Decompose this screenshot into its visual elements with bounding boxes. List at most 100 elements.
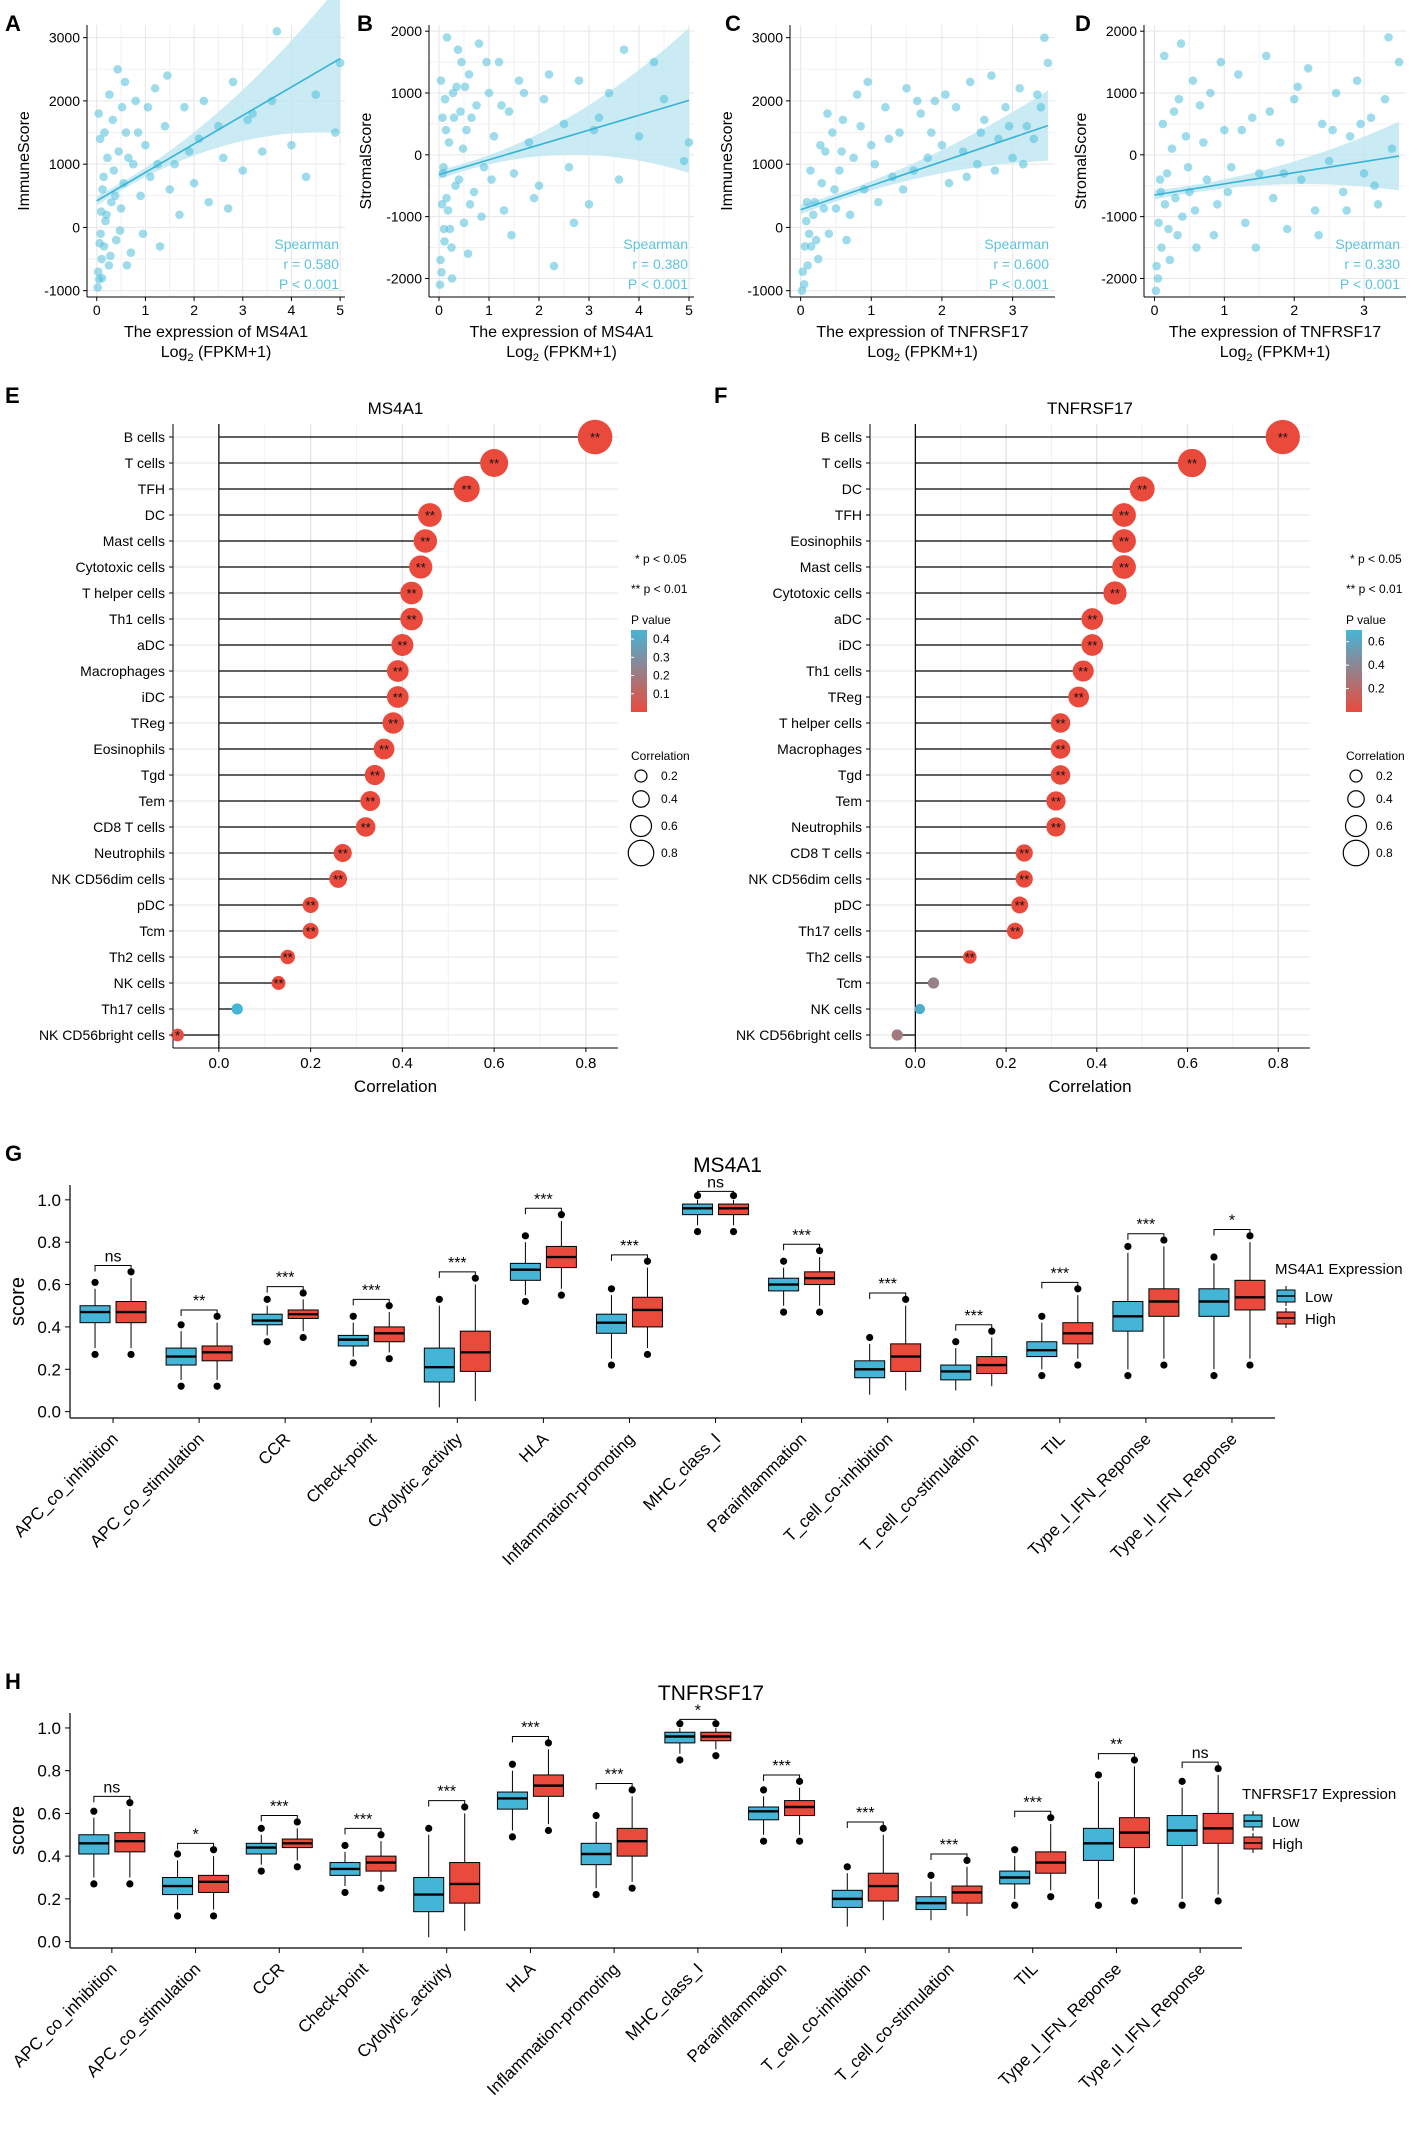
lollipop-dot <box>914 1003 926 1015</box>
panel-title: TNFRSF17 <box>1047 399 1133 418</box>
outlier-point <box>1011 1901 1019 1909</box>
significance-bracket <box>1213 1228 1251 1236</box>
significance-label: *** <box>270 1799 289 1816</box>
y-tick-label: 0.4 <box>37 1847 61 1866</box>
scatter-point <box>803 261 812 270</box>
category-label: NK CD56bright cells <box>736 1027 862 1043</box>
category-label: Th17 cells <box>798 923 862 939</box>
significance-star: ** <box>370 768 380 783</box>
significance-label: *** <box>448 1255 467 1272</box>
scatter-point <box>1199 138 1208 147</box>
scatter-point <box>194 134 204 144</box>
scatter-point <box>301 172 311 182</box>
scatter-point <box>1223 187 1233 197</box>
lollipop-dot <box>891 1029 903 1041</box>
outlier-point <box>592 1811 600 1820</box>
x-tick-label: 0.8 <box>1268 1055 1289 1072</box>
scatter-point <box>99 172 108 182</box>
category-label: T helper cells <box>779 715 862 731</box>
significance-star: ** <box>1055 742 1065 757</box>
scatter-point <box>444 138 454 147</box>
scatter-point <box>1394 57 1404 67</box>
significance-bracket <box>697 1190 735 1198</box>
outlier-point <box>471 1274 479 1282</box>
category-label: Cytotoxic cells <box>773 585 862 601</box>
scatter-point <box>93 267 103 276</box>
outlier-point <box>628 1884 636 1892</box>
scatter-point <box>482 57 491 67</box>
scatter-point <box>1247 113 1257 123</box>
scatter-point <box>1237 125 1247 135</box>
scatter-point <box>614 175 624 184</box>
lollipop-dot <box>1112 529 1136 553</box>
category-label: CD8 T cells <box>93 819 165 835</box>
scatter-point <box>133 128 143 137</box>
outlier-point <box>425 1824 433 1832</box>
scatter-point <box>519 88 529 98</box>
y-axis-label: score <box>7 1806 29 1855</box>
x-axis-label: Correlation <box>1048 1077 1131 1096</box>
scatter-point <box>1176 39 1186 48</box>
outlier-point <box>963 1856 971 1865</box>
category-label: CD8 T cells <box>790 845 862 861</box>
x-tick-label: 0.0 <box>208 1055 229 1072</box>
outlier-point <box>1047 1893 1055 1901</box>
x-tick-label: 2 <box>190 302 198 318</box>
significance-bracket <box>344 1827 382 1835</box>
scatter-point <box>831 204 841 213</box>
significance-label: * <box>192 1826 198 1843</box>
scatter-point <box>1216 57 1226 67</box>
outlier-point <box>173 1850 182 1858</box>
colorbar-tick-label: 0.6 <box>1368 635 1385 649</box>
category-label: B cells <box>821 429 862 445</box>
significance-star: ** <box>1055 716 1065 731</box>
y-tick-label: -1000 <box>1101 209 1137 225</box>
y-tick-label: 0 <box>414 147 422 163</box>
annotation-r: r = 0.330 <box>1344 256 1400 272</box>
scatter-point <box>866 140 876 150</box>
scatter-point <box>439 224 449 234</box>
scatter-point <box>1154 218 1163 228</box>
scatter-point <box>564 162 574 172</box>
category-label: Mast cells <box>103 533 165 549</box>
scatter-point <box>124 153 133 163</box>
scatter-point <box>1261 51 1271 61</box>
scatter-point <box>559 119 569 129</box>
annotation-r: r = 0.580 <box>283 256 339 272</box>
scatter-point <box>497 101 506 110</box>
annotation-method: Spearman <box>984 236 1049 252</box>
y-tick-label: 1.0 <box>37 1191 61 1210</box>
significance-label: *** <box>1137 1217 1156 1234</box>
significance-star: ** <box>416 560 426 575</box>
lollipop-dot <box>1112 555 1136 579</box>
significance-bracket <box>930 1853 968 1860</box>
scatter-point <box>1033 90 1042 99</box>
legend-size-circle <box>1349 769 1363 783</box>
scatter-point <box>923 153 933 163</box>
lollipop-dot <box>329 870 348 888</box>
legend-label-high: High <box>1272 1836 1303 1853</box>
x-tick-label: 5 <box>685 302 693 318</box>
outlier-point <box>349 1312 357 1320</box>
scatter-point <box>549 261 559 271</box>
x-axis-label: The expression of TNFRSF17 <box>816 324 1028 341</box>
lollipop-dot <box>1046 817 1066 837</box>
scatter-point <box>849 153 858 163</box>
legend-size-circle <box>1342 839 1370 867</box>
x-tick-label: 1 <box>485 302 493 318</box>
scatter-point <box>453 45 463 55</box>
category-label: Th1 cells <box>806 663 862 679</box>
significance-bracket <box>177 1842 215 1850</box>
outlier-point <box>1124 1372 1132 1380</box>
y-tick-label: 0.2 <box>37 1360 61 1379</box>
scatter-point <box>1289 94 1299 104</box>
category-label: Eosinophils <box>93 741 165 757</box>
outlier-point <box>557 1211 565 1219</box>
outlier-point <box>1130 1756 1139 1764</box>
significance-star: ** <box>1087 638 1097 653</box>
category-label: TFH <box>138 481 165 497</box>
category-label: NK CD56bright cells <box>39 1027 165 1043</box>
lollipop-dot <box>1015 870 1033 888</box>
scatter-point <box>165 185 175 194</box>
